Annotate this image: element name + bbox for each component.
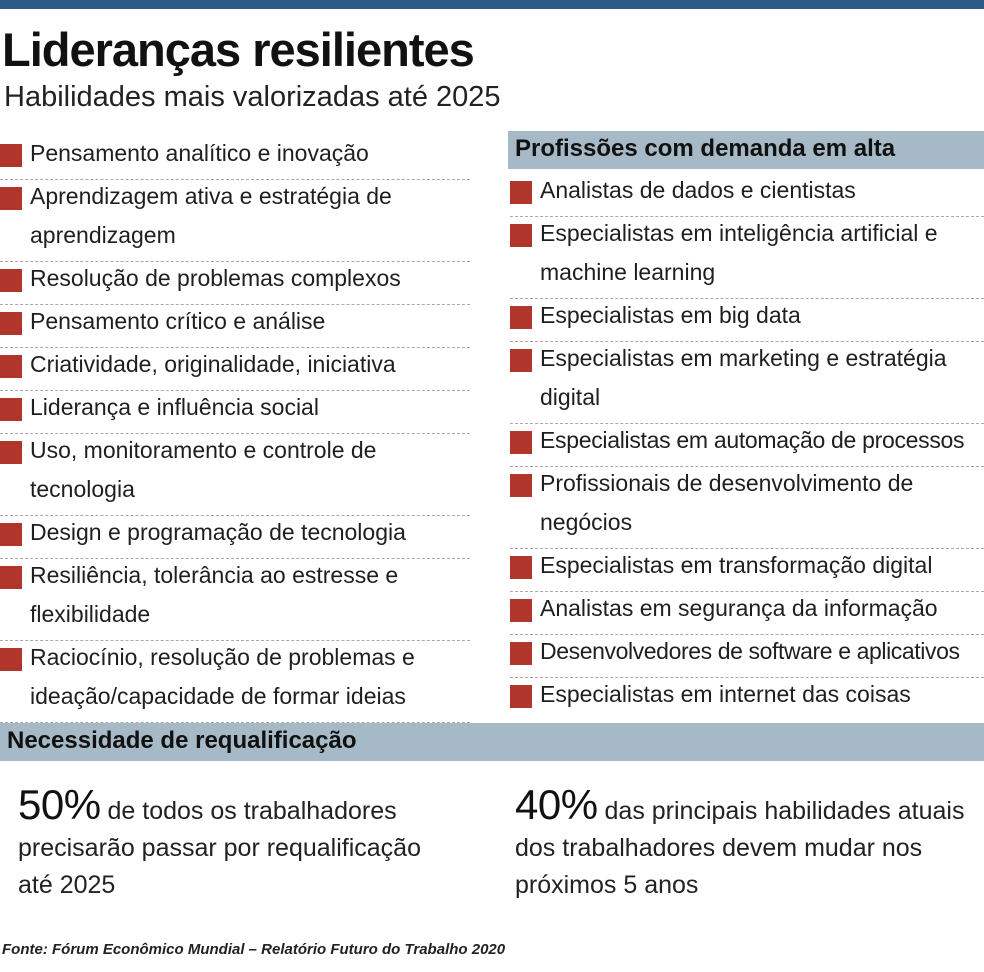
bullet-square-icon: [0, 566, 22, 589]
list-item-text: Especialistas em marketing e estratégia …: [540, 345, 947, 410]
list-item: Especialistas em marketing e estratégia …: [510, 342, 984, 424]
bullet-square-icon: [0, 648, 22, 671]
list-item: Analistas em segurança da informação: [510, 592, 984, 635]
bullet-square-icon: [510, 431, 532, 454]
stat-text: de todos os trabalhadores precisarão pas…: [18, 797, 421, 899]
list-item: Pensamento crítico e análise: [0, 305, 470, 348]
source-note: Fonte: Fórum Econômico Mundial – Relatór…: [2, 941, 506, 958]
stat-block-skills: 40% das principais habilidades atuais do…: [515, 784, 975, 904]
list-item-text: Especialistas em big data: [540, 302, 801, 328]
list-item-text: Design e programação de tecnologia: [30, 519, 406, 545]
stat-value: 50%: [18, 781, 101, 828]
list-item-text: Especialistas em transformação digital: [540, 552, 933, 578]
list-item-text: Profissionais de desenvolvimento de negó…: [540, 470, 914, 535]
bullet-square-icon: [510, 474, 532, 497]
list-item-text: Analistas em segurança da informação: [540, 595, 938, 621]
bullet-square-icon: [510, 349, 532, 372]
list-item: Desenvolvedores de software e aplicativo…: [510, 635, 984, 678]
list-item: Pensamento analítico e inovação: [0, 137, 470, 180]
list-item-text: Raciocínio, resolução de problemas e ide…: [30, 644, 415, 709]
list-item-text: Liderança e influência social: [30, 394, 319, 420]
list-item: Liderança e influência social: [0, 391, 470, 434]
stat-block-workers: 50% de todos os trabalhadores precisarão…: [18, 784, 458, 904]
list-item: Resolução de problemas complexos: [0, 262, 470, 305]
bullet-square-icon: [0, 312, 22, 335]
bullet-square-icon: [510, 599, 532, 622]
list-item-text: Resolução de problemas complexos: [30, 265, 401, 291]
list-item-text: Especialistas em internet das coisas: [540, 681, 911, 707]
list-item: Raciocínio, resolução de problemas e ide…: [0, 641, 470, 723]
jobs-heading-band: Profissões com demanda em alta: [508, 131, 984, 169]
list-item-text: Analistas de dados e cientistas: [540, 177, 856, 203]
list-item-text: Desenvolvedores de software e aplicativo…: [540, 638, 960, 664]
bullet-square-icon: [0, 269, 22, 292]
reskilling-heading: Necessidade de requalificação: [7, 727, 357, 754]
bullet-square-icon: [510, 556, 532, 579]
bullet-square-icon: [0, 144, 22, 167]
bullet-square-icon: [510, 642, 532, 665]
list-item: Aprendizagem ativa e estratégia de apren…: [0, 180, 470, 262]
list-item: Resiliência, tolerância ao estresse e fl…: [0, 559, 470, 641]
list-item: Criatividade, originalidade, iniciativa: [0, 348, 470, 391]
top-rule: [0, 0, 984, 9]
page-title: Lideranças resilientes: [2, 23, 475, 76]
list-item: Especialistas em transformação digital: [510, 549, 984, 592]
list-item: Especialistas em internet das coisas: [510, 678, 984, 720]
list-item-text: Especialistas em automação de processos: [540, 427, 965, 453]
list-item: Profissionais de desenvolvimento de negó…: [510, 467, 984, 549]
list-item: Analistas de dados e cientistas: [510, 174, 984, 217]
bullet-square-icon: [510, 685, 532, 708]
bullet-square-icon: [510, 224, 532, 247]
bullet-square-icon: [0, 187, 22, 210]
list-item: Especialistas em automação de processos: [510, 424, 984, 467]
list-item-text: Pensamento analítico e inovação: [30, 140, 369, 166]
bullet-square-icon: [510, 306, 532, 329]
bullet-square-icon: [0, 441, 22, 464]
bullet-square-icon: [510, 181, 532, 204]
stat-text: das principais habilidades atuais dos tr…: [515, 797, 965, 899]
jobs-heading: Profissões com demanda em alta: [515, 135, 896, 162]
list-item-text: Criatividade, originalidade, iniciativa: [30, 351, 396, 377]
reskilling-heading-band: Necessidade de requalificação: [0, 723, 984, 761]
stat-value: 40%: [515, 781, 598, 828]
list-item: Uso, monitoramento e controle de tecnolo…: [0, 434, 470, 516]
bullet-square-icon: [0, 523, 22, 546]
list-item: Especialistas em big data: [510, 299, 984, 342]
list-item-text: Aprendizagem ativa e estratégia de apren…: [30, 183, 392, 248]
skills-list: Pensamento analítico e inovação Aprendiz…: [0, 137, 470, 723]
bullet-square-icon: [0, 398, 22, 421]
list-item-text: Uso, monitoramento e controle de tecnolo…: [30, 437, 377, 502]
jobs-list: Analistas de dados e cientistas Especial…: [510, 174, 984, 720]
bullet-square-icon: [0, 355, 22, 378]
list-item-text: Pensamento crítico e análise: [30, 308, 326, 334]
list-item: Especialistas em inteligência artificial…: [510, 217, 984, 299]
list-item: Design e programação de tecnologia: [0, 516, 470, 559]
list-item-text: Resiliência, tolerância ao estresse e fl…: [30, 562, 399, 627]
list-item-text: Especialistas em inteligência artificial…: [540, 220, 938, 285]
page-subtitle: Habilidades mais valorizadas até 2025: [4, 81, 501, 113]
